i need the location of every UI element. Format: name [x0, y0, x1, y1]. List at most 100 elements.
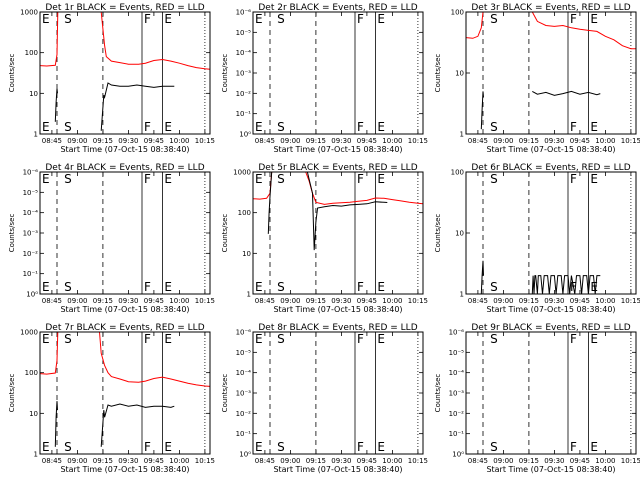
events-series-line — [100, 82, 175, 131]
lld-series-line — [100, 11, 211, 70]
x-axis-label: Start Time (07-Oct-15 08:38:40) — [273, 305, 402, 314]
x-tick-label: 10:00 — [595, 457, 615, 465]
y-tick-label: 10⁻⁴ — [449, 369, 465, 377]
event-marker-label: E — [590, 280, 598, 294]
event-marker-label: E — [377, 440, 385, 454]
y-tick-label: 10⁻⁶ — [23, 169, 39, 177]
panel-6: Det 6r BLACK = Events, RED = LLD 1 10 100 08… — [434, 163, 640, 314]
x-tick-label: 09:45 — [357, 297, 377, 305]
event-marker-label-top: S — [490, 12, 498, 26]
panel-title: Det 9r BLACK = Events, RED = LLD — [471, 323, 630, 333]
x-tick-label: 09:00 — [280, 137, 300, 145]
event-marker-label-top: E — [377, 332, 385, 346]
y-tick-label: 10⁰ — [239, 131, 251, 139]
event-marker-label-top: S — [64, 172, 72, 186]
event-marker-label-top: F — [144, 172, 151, 186]
y-tick-label: 10⁻⁴ — [236, 49, 252, 57]
events-series-line — [267, 171, 273, 234]
event-marker-label-top: F — [144, 12, 151, 26]
y-tick-label: 10⁰ — [452, 451, 464, 459]
event-marker-label-top: E — [164, 12, 172, 26]
panel-8: Det 8r BLACK = Events, RED = LLD 10⁰ 10⁻¹ 1… — [221, 323, 428, 474]
event-marker-label-top: E — [255, 12, 263, 26]
panel-5: Det 5r BLACK = Events, RED = LLD 1 10 100 10… — [221, 163, 428, 314]
panel-title: Det 7r BLACK = Events, RED = LLD — [45, 323, 204, 333]
event-marker-label: S — [64, 280, 72, 294]
event-marker-label-top: S — [64, 12, 72, 26]
event-marker-label: E — [42, 280, 50, 294]
event-marker-label: F — [144, 280, 151, 294]
x-tick-label: 09:15 — [306, 297, 326, 305]
event-marker-label-top: E — [42, 12, 50, 26]
event-marker-label: S — [64, 440, 72, 454]
x-tick-label: 09:00 — [493, 137, 513, 145]
event-marker-label: F — [357, 120, 364, 134]
y-tick-label: 10⁻² — [449, 410, 465, 418]
event-marker-label-top: F — [357, 172, 364, 186]
y-axis-label: Counts/sec — [8, 54, 16, 93]
events-series-line — [100, 403, 175, 447]
y-axis-label: Counts/sec — [434, 374, 442, 413]
y-tick-label: 10 — [455, 230, 464, 238]
panel-title: Det 4r BLACK = Events, RED = LLD — [45, 163, 204, 173]
x-tick-label: 10:15 — [408, 297, 428, 305]
plot-frame — [465, 11, 637, 135]
x-tick-label: 09:45 — [570, 137, 590, 145]
event-marker-label-top: S — [277, 172, 285, 186]
event-marker-label: S — [277, 120, 285, 134]
x-tick-label: 10:15 — [408, 457, 428, 465]
x-tick-label: 08:45 — [255, 297, 275, 305]
y-tick-label: 10⁻⁵ — [236, 349, 252, 357]
x-axis-label: Start Time (07-Oct-15 08:38:40) — [60, 305, 189, 314]
plot-frame — [252, 171, 424, 295]
event-marker-label: E — [255, 120, 263, 134]
y-tick-label: 10⁻⁶ — [236, 329, 252, 337]
event-marker-label: S — [277, 440, 285, 454]
events-series-line — [54, 401, 58, 447]
x-tick-label: 09:15 — [93, 297, 113, 305]
event-marker-label-top: E — [377, 12, 385, 26]
plot-frame — [39, 11, 211, 135]
x-axis-label: Start Time (07-Oct-15 08:38:40) — [60, 465, 189, 474]
x-tick-label: 09:45 — [357, 137, 377, 145]
x-tick-label: 09:45 — [144, 457, 164, 465]
x-tick-label: 09:15 — [93, 137, 113, 145]
y-tick-label: 10 — [29, 90, 38, 98]
x-tick-label: 10:15 — [195, 137, 215, 145]
event-marker-label: E — [255, 280, 263, 294]
event-marker-label: E — [377, 280, 385, 294]
y-axis-label: Counts/sec — [221, 214, 229, 253]
y-tick-label: 1 — [460, 131, 464, 139]
x-tick-label: 09:30 — [331, 457, 351, 465]
x-tick-label: 09:00 — [493, 297, 513, 305]
event-marker-label: F — [570, 120, 577, 134]
y-tick-label: 10⁻² — [236, 410, 252, 418]
event-marker-label-top: E — [164, 172, 172, 186]
x-axis-label: Start Time (07-Oct-15 08:38:40) — [486, 465, 615, 474]
event-marker-label-top: E — [42, 172, 50, 186]
event-marker-label: S — [490, 440, 498, 454]
y-tick-label: 10⁻⁵ — [449, 349, 465, 357]
event-marker-label-top: E — [255, 172, 263, 186]
y-tick-label: 1 — [247, 291, 251, 299]
y-tick-label: 10 — [242, 250, 251, 258]
x-tick-label: 09:00 — [67, 297, 87, 305]
y-axis-label: Counts/sec — [434, 214, 442, 253]
x-tick-label: 09:15 — [519, 137, 539, 145]
x-tick-label: 09:00 — [280, 297, 300, 305]
lld-series-line — [531, 11, 636, 50]
x-axis-label: Start Time (07-Oct-15 08:38:40) — [486, 145, 615, 154]
y-tick-label: 10⁻¹ — [236, 430, 252, 438]
x-tick-label: 10:00 — [382, 457, 402, 465]
panel-4: Det 4r BLACK = Events, RED = LLD 10⁰ 10⁻¹ 1… — [8, 163, 215, 314]
events-series-line — [306, 171, 388, 251]
y-tick-label: 1 — [460, 291, 464, 299]
event-marker-label-top: E — [164, 332, 172, 346]
x-tick-label: 10:00 — [169, 137, 189, 145]
x-tick-label: 09:00 — [280, 457, 300, 465]
event-marker-label-top: S — [64, 332, 72, 346]
event-marker-label: E — [255, 440, 263, 454]
lld-series-line — [99, 331, 211, 387]
x-tick-label: 10:00 — [382, 297, 402, 305]
event-marker-label-top: F — [570, 12, 577, 26]
